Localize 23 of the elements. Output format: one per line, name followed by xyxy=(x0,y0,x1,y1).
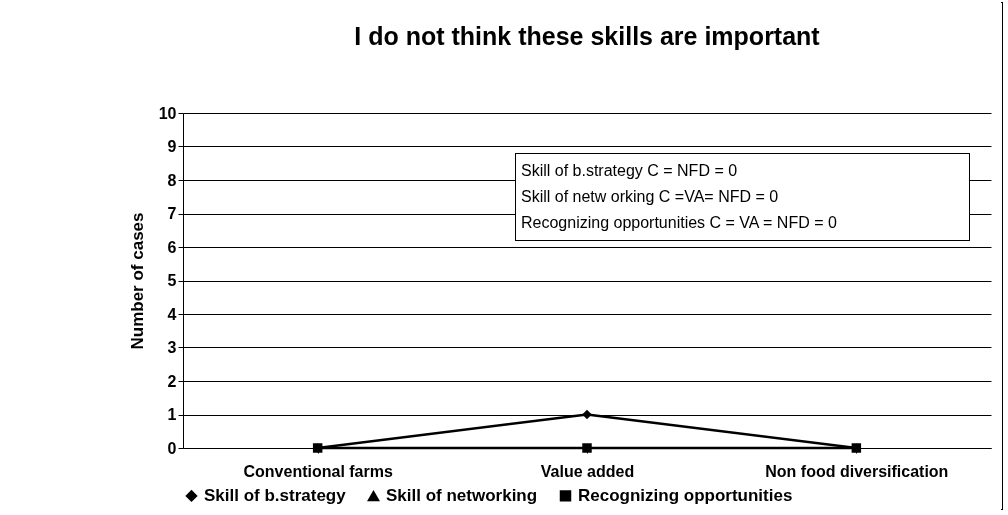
legend-label: Recognizing opportunities xyxy=(578,485,793,505)
y-tick-label: 7 xyxy=(167,205,177,222)
y-tick-label: 4 xyxy=(167,305,177,323)
y-tick-label: 10 xyxy=(158,104,177,122)
legend-label: Skill of networking xyxy=(386,486,538,506)
legend-label: Skill of b.strategy xyxy=(204,485,347,505)
y-tick-label: 6 xyxy=(167,238,177,256)
note-box: Skill of b.strategy C = NFD = 0 Skill of netw orking C =VA= NFD = 0 Recognizing opportunities C = VA = NFD = 0 xyxy=(515,153,970,241)
y-axis-title: Number of cases xyxy=(127,212,147,350)
y-tick-label: 2 xyxy=(167,372,177,390)
y-tick-label: 1 xyxy=(167,406,177,423)
x-tick-label: Conventional farms xyxy=(243,462,393,480)
y-tick-label: 9 xyxy=(167,138,177,155)
y-tick-label: 8 xyxy=(167,171,177,189)
annotation: Recognizing opportunities C = VA = NFD = 0 xyxy=(521,213,838,233)
x-tick-label: Non food diversification xyxy=(765,462,949,480)
y-tick-label: 3 xyxy=(167,339,177,356)
x-tick-label: Value added xyxy=(540,462,635,480)
y-tick-label: 5 xyxy=(167,272,177,289)
chart-title: I do not think these skills are important xyxy=(354,22,821,50)
annotation: Skill of netw orking C =VA= NFD = 0 xyxy=(521,187,780,207)
y-tick-label: 0 xyxy=(167,439,177,457)
annotation: Skill of b.strategy C = NFD = 0 xyxy=(521,161,739,181)
